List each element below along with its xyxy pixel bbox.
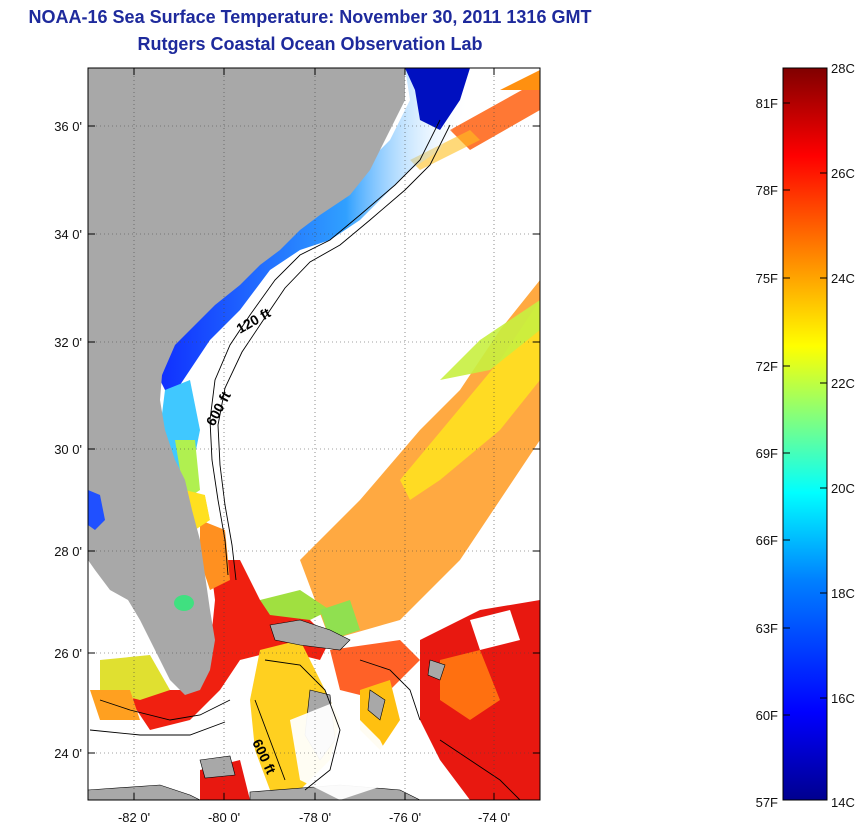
colorbar-celsius-label: 14C xyxy=(831,795,855,810)
colorbar-fahrenheit-label: 63F xyxy=(756,621,778,636)
colorbar-celsius-label: 26C xyxy=(831,166,855,181)
colorbar-ticks xyxy=(783,67,827,716)
map-border xyxy=(87,67,541,801)
colorbar-celsius-label: 18C xyxy=(831,586,855,601)
lon-tick-label: -82 0' xyxy=(118,810,150,825)
colorbar-fahrenheit-label: 72F xyxy=(756,359,778,374)
map-title: NOAA-16 Sea Surface Temperature: Novembe… xyxy=(28,7,592,27)
lon-tick-label: -74 0' xyxy=(478,810,510,825)
cloud-cover xyxy=(200,340,520,800)
lake-okeechobee xyxy=(174,595,194,611)
colorbar-fahrenheit-label: 81F xyxy=(756,96,778,111)
colorbar-celsius-label: 16C xyxy=(831,691,855,706)
lat-tick-label: 36 0' xyxy=(54,119,82,134)
lon-tick-label: -76 0' xyxy=(389,810,421,825)
lat-tick-label: 24 0' xyxy=(54,746,82,761)
colorbar-fahrenheit-label: 60F xyxy=(756,708,778,723)
colorbar-fahrenheit-label: 75F xyxy=(756,271,778,286)
colorbar-fahrenheit-label: 78F xyxy=(756,183,778,198)
land-mass xyxy=(88,68,405,695)
colorbar-fahrenheit-label: 57F xyxy=(756,795,778,810)
bathymetry-contours xyxy=(89,119,521,800)
lat-tick-label: 30 0' xyxy=(54,442,82,457)
axis-ticks xyxy=(88,68,540,800)
lon-tick-label: -80 0' xyxy=(208,810,240,825)
lat-tick-label: 26 0' xyxy=(54,646,82,661)
hot-water-region xyxy=(130,520,540,800)
map-subtitle: Rutgers Coastal Ocean Observation Lab xyxy=(137,34,483,54)
graticule xyxy=(88,68,540,800)
warm-water-band xyxy=(300,70,540,640)
colorbar-celsius-label: 28C xyxy=(831,61,855,76)
colorbar xyxy=(782,67,828,801)
colorbar-celsius-label: 22C xyxy=(831,376,855,391)
colorbar-fahrenheit-label: 69F xyxy=(756,446,778,461)
lat-tick-label: 32 0' xyxy=(54,335,82,350)
lat-tick-label: 34 0' xyxy=(54,227,82,242)
colorbar-fahrenheit-label: 66F xyxy=(756,533,778,548)
colorbar-celsius-label: 24C xyxy=(831,271,855,286)
lon-tick-label: -78 0' xyxy=(299,810,331,825)
colorbar-celsius-label: 20C xyxy=(831,481,855,496)
lat-tick-label: 28 0' xyxy=(54,544,82,559)
